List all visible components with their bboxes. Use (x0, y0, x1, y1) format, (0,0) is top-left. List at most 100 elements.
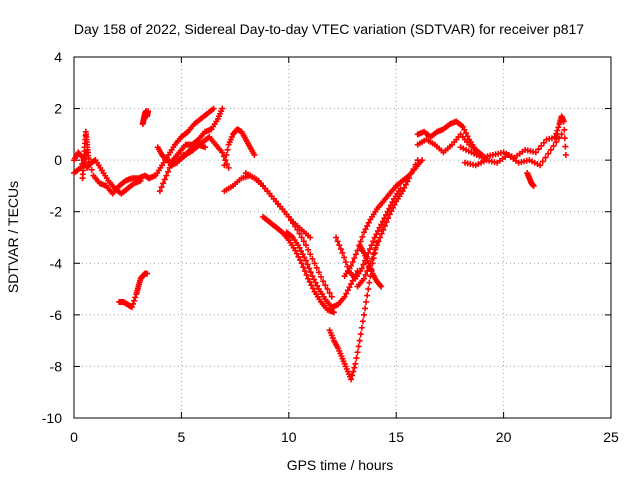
data-point (330, 309, 337, 316)
data-point (558, 131, 565, 138)
data-point-interp (223, 151, 230, 158)
axis-ticks (73, 56, 612, 419)
data-point-interp (296, 230, 303, 237)
data-point-interp (381, 222, 388, 229)
x-tick-label: 25 (603, 429, 619, 445)
data-point-interp (357, 238, 364, 245)
data-point-interp (346, 284, 353, 291)
data-point-interp (402, 181, 409, 188)
data-point-interp (408, 170, 415, 177)
data-point-interp (350, 368, 357, 375)
data-point-interp (300, 264, 307, 271)
chart-title: Day 158 of 2022, Sidereal Day-to-day VTE… (74, 21, 584, 37)
y-tick-label: -2 (50, 204, 63, 220)
data-point (459, 123, 466, 130)
data-point-interp (370, 238, 377, 245)
data-point-interp (357, 331, 364, 338)
data-point-interp (360, 261, 367, 268)
data-point-interp (391, 201, 398, 208)
data-point-interp (304, 261, 311, 268)
data-point (399, 188, 406, 195)
data-point-interp (362, 271, 369, 278)
data-point-interp (131, 297, 138, 304)
data-point-interp (158, 184, 165, 191)
data-point-interp (388, 208, 395, 215)
data-point-interp (401, 184, 408, 191)
data-point-interp (130, 300, 137, 307)
x-tick-label: 20 (496, 429, 512, 445)
data-point-interp (164, 168, 171, 175)
data-point (348, 280, 355, 287)
data-point (348, 376, 355, 383)
data-point-interp (307, 269, 314, 276)
data-point (378, 221, 385, 228)
data-point-interp (322, 282, 329, 289)
data-point (305, 275, 312, 282)
data-point-interp (364, 292, 371, 299)
data-point-interp (354, 349, 361, 356)
x-tick-label: 5 (178, 429, 186, 445)
data-point-interp (297, 257, 304, 264)
data-point (532, 149, 539, 156)
data-point (219, 105, 226, 112)
data-point (311, 260, 318, 267)
data-point (354, 247, 361, 254)
data-point-interp (349, 372, 356, 379)
data-point-interp (351, 364, 358, 371)
data-point (137, 177, 144, 184)
data-point-interp (132, 294, 139, 301)
series-rising_13_15h (354, 157, 421, 290)
data-point (221, 162, 228, 169)
data-point-interp (463, 130, 470, 137)
data-point-interp (336, 242, 343, 249)
data-point-interp (312, 279, 319, 286)
data-point-interp (351, 255, 358, 262)
data-point (296, 244, 303, 251)
series-spike_0.5h (79, 128, 93, 182)
data-point (156, 188, 163, 195)
data-points (71, 105, 569, 383)
data-point-interp (353, 355, 360, 362)
data-point-interp (362, 226, 369, 233)
plot-frame (73, 56, 612, 419)
data-point-interp (324, 286, 331, 293)
data-point-interp (318, 273, 325, 280)
data-point (386, 211, 393, 218)
data-point-interp (343, 290, 350, 297)
series-end_spike (552, 113, 569, 158)
data-point-interp (307, 251, 314, 258)
data-point-interp (369, 255, 376, 262)
data-point-interp (375, 238, 382, 245)
data-point (360, 311, 367, 318)
y-tick-label: 0 (54, 152, 62, 168)
data-point (128, 304, 135, 311)
data-point-interp (461, 126, 468, 133)
data-point-interp (315, 269, 322, 276)
data-point (352, 360, 359, 367)
data-point (560, 118, 567, 125)
y-tick-label: 4 (54, 49, 62, 65)
data-point-interp (305, 246, 312, 253)
data-point-interp (366, 279, 373, 286)
data-point (371, 234, 378, 241)
data-point-interp (362, 305, 369, 312)
data-point-interp (389, 204, 396, 211)
data-point-interp (309, 285, 316, 292)
data-point (562, 151, 569, 158)
data-point-interp (412, 161, 419, 168)
series-top_16_18h_b (414, 131, 481, 156)
data-point-interp (308, 282, 315, 289)
data-point (339, 249, 346, 256)
data-point-interp (535, 146, 542, 153)
y-tick-label: -10 (42, 410, 62, 426)
data-point (309, 273, 316, 280)
data-point (360, 229, 367, 236)
data-point (552, 133, 559, 140)
data-point-interp (292, 223, 299, 230)
data-point-interp (539, 158, 546, 165)
data-point-interp (326, 289, 333, 296)
data-point-interp (298, 234, 305, 241)
series-cluster_3.3h (139, 108, 152, 128)
data-point-interp (359, 233, 366, 240)
y-axis-label: SDTVAR / TECUs (5, 181, 21, 293)
